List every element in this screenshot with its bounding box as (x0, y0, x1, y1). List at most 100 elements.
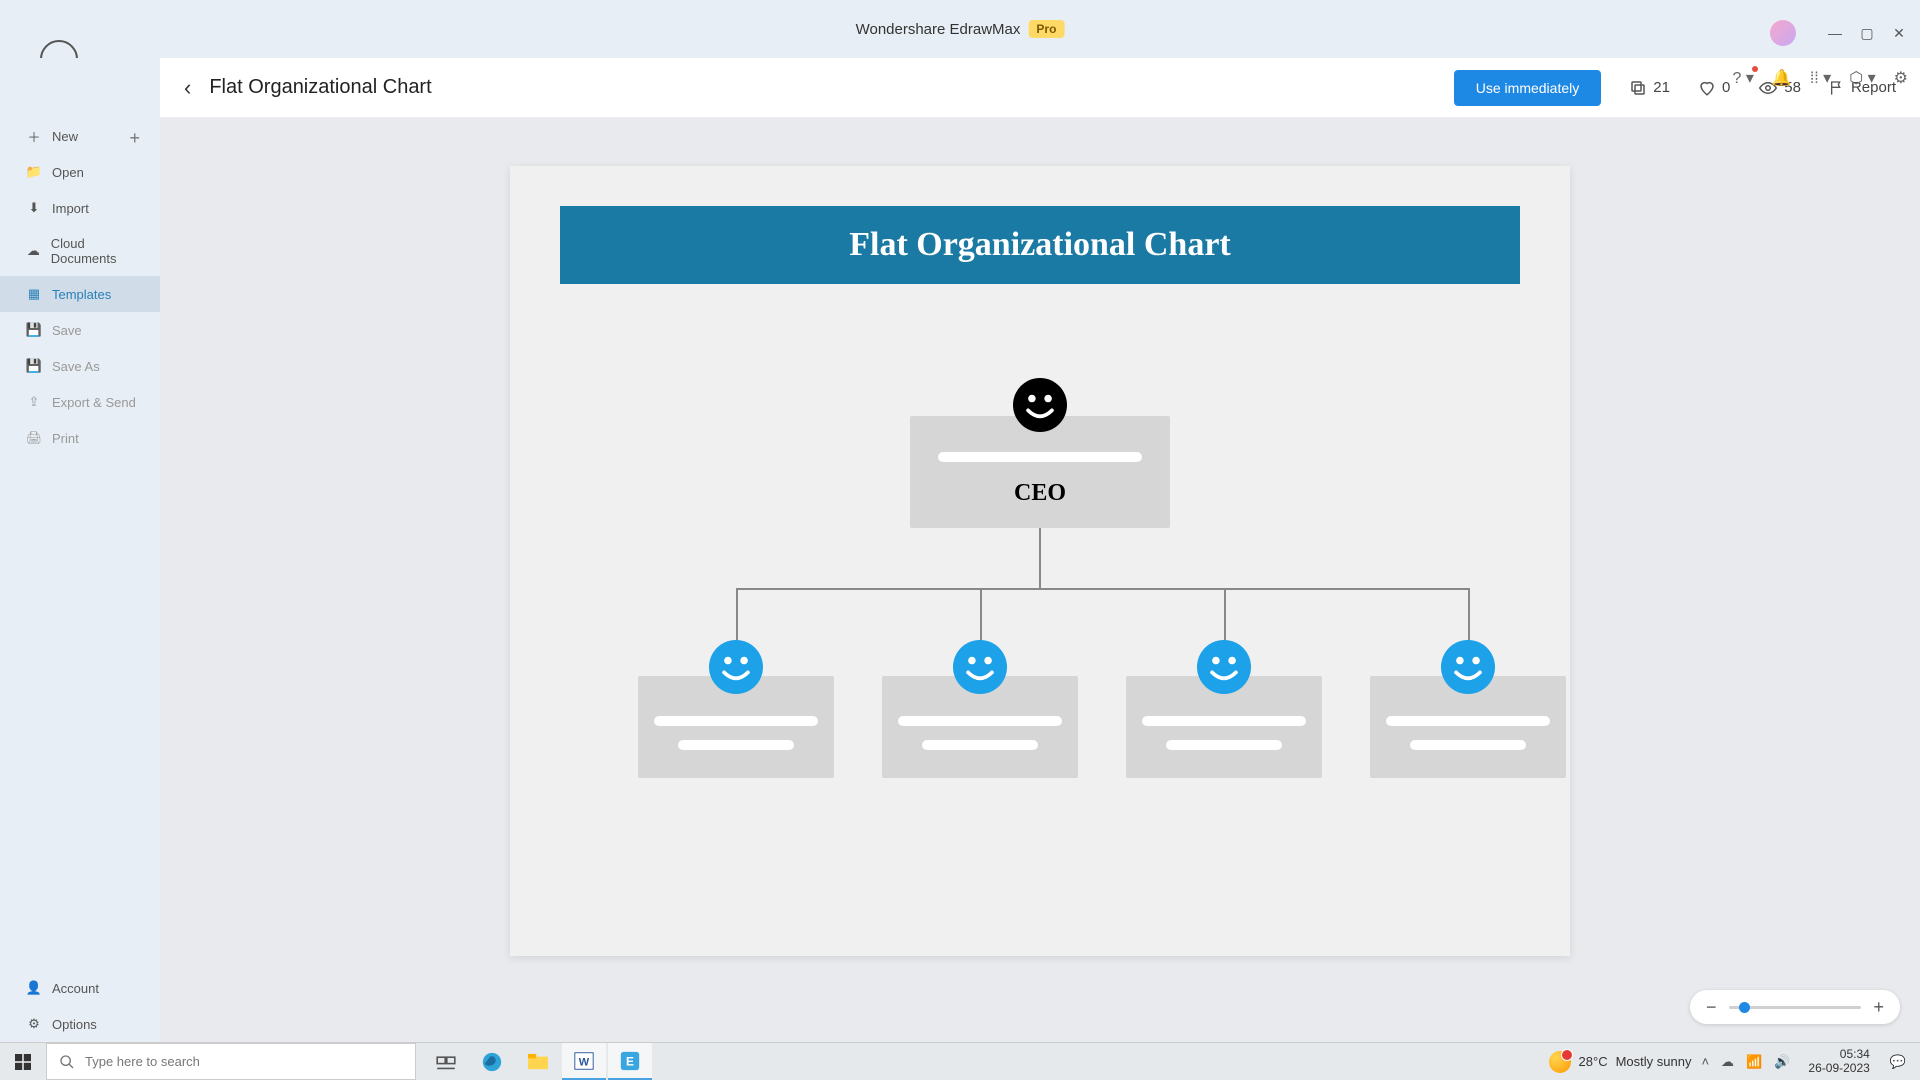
node-placeholder-bar (1142, 716, 1306, 726)
sidebar-label: Cloud Documents (51, 236, 146, 266)
system-tray: ˄ ☁ 📶 🔊 (1701, 1054, 1790, 1070)
node-placeholder-bar (898, 716, 1062, 726)
stat-value: 21 (1653, 79, 1670, 96)
sidebar-label: New (52, 129, 78, 144)
sidebar-item-import[interactable]: ⬇Import (0, 190, 160, 226)
app-title-text: Wondershare EdrawMax (856, 21, 1021, 38)
gear-icon[interactable]: ⚙ (1894, 68, 1908, 88)
svg-text:W: W (579, 1056, 590, 1068)
sidebar-item-open[interactable]: 📁 Open (0, 154, 160, 190)
search-placeholder: Type here to search (85, 1054, 200, 1069)
search-icon (59, 1054, 75, 1070)
pro-badge: Pro (1028, 20, 1064, 38)
window-controls: — ▢ ✕ (1770, 20, 1912, 46)
canvas-wrap: Flat Organizational Chart CEO (160, 118, 1920, 1042)
word-icon[interactable]: W (562, 1043, 606, 1080)
org-node-ceo: CEO (910, 416, 1170, 528)
svg-text:E: E (626, 1054, 634, 1068)
content-header: ‹ Flat Organizational Chart Use immediat… (160, 58, 1920, 118)
wifi-icon[interactable]: 📶 (1746, 1054, 1762, 1070)
sidebar-label: Templates (52, 287, 111, 302)
templates-icon: ▦ (26, 286, 42, 302)
taskbar-app-icons: W E (424, 1043, 652, 1080)
org-node-sub (882, 676, 1078, 778)
sidebar-item-save[interactable]: 💾 Save (0, 312, 160, 348)
sidebar-item-save-as[interactable]: 💾Save As (0, 348, 160, 384)
edrawmax-icon[interactable]: E (608, 1043, 652, 1080)
clock-time: 05:34 (1808, 1048, 1869, 1062)
sidebar-item-export[interactable]: ⇪Export & Send (0, 384, 160, 420)
bell-icon[interactable]: 🔔 (1772, 68, 1792, 88)
start-button[interactable] (0, 1043, 46, 1080)
zoom-out-button[interactable]: − (1706, 997, 1717, 1018)
org-node-sub (638, 676, 834, 778)
ceo-label: CEO (910, 480, 1170, 507)
sidebar-label: Open (52, 165, 84, 180)
use-immediately-button[interactable]: Use immediately (1454, 70, 1601, 106)
minimize-button[interactable]: — (1822, 20, 1848, 46)
close-button[interactable]: ✕ (1886, 20, 1912, 46)
basket-icon[interactable]: ⬡ ▾ (1849, 68, 1875, 88)
edge-icon[interactable] (470, 1043, 514, 1080)
org-node-sub (1126, 676, 1322, 778)
sidebar-item-print[interactable]: 🖨Print (0, 420, 160, 456)
folder-icon: 📁 (26, 164, 42, 180)
avatar[interactable] (1770, 20, 1796, 46)
smiley-icon (1013, 378, 1067, 432)
sidebar-label: Print (52, 431, 79, 446)
volume-icon[interactable]: 🔊 (1774, 1054, 1790, 1070)
sidebar-item-templates[interactable]: ▦ Templates (0, 276, 160, 312)
stat-value: 0 (1722, 79, 1730, 96)
help-icon[interactable]: ? ▾ (1733, 68, 1754, 88)
new-plus-button[interactable]: + (129, 128, 140, 149)
onedrive-icon[interactable]: ☁ (1721, 1054, 1734, 1070)
taskbar-search[interactable]: Type here to search (46, 1043, 416, 1080)
notifications-icon[interactable]: 💬 (1890, 1054, 1906, 1070)
copy-icon (1629, 79, 1647, 97)
connector-line (980, 588, 982, 648)
template-title: Flat Organizational Chart (209, 76, 1453, 99)
top-icon-row: ? ▾ 🔔 ⁞⁞ ▾ ⬡ ▾ ⚙ (1733, 68, 1908, 88)
node-placeholder-bar (922, 740, 1038, 750)
sidebar-label: Account (52, 981, 99, 996)
org-node-sub (1370, 676, 1566, 778)
weather-widget[interactable]: 28°C Mostly sunny (1549, 1051, 1692, 1073)
sidebar-item-cloud[interactable]: ☁Cloud Documents (0, 226, 160, 276)
zoom-in-button[interactable]: + (1873, 997, 1884, 1018)
node-placeholder-bar (1410, 740, 1526, 750)
stat-likes[interactable]: 0 (1698, 79, 1730, 97)
taskbar-left: Type here to search W E (0, 1043, 652, 1080)
sidebar-item-account[interactable]: 👤Account (0, 970, 160, 1006)
content: ‹ Flat Organizational Chart Use immediat… (160, 58, 1920, 1042)
zoom-slider[interactable] (1729, 1006, 1862, 1009)
stat-copies: 21 (1629, 79, 1670, 97)
sidebar-item-options[interactable]: ⚙ Options (0, 1006, 160, 1042)
options-icon: ⚙ (26, 1016, 42, 1032)
template-preview: Flat Organizational Chart CEO (510, 166, 1570, 956)
sidebar: + ＋ New 📁 Open ⬇Import ☁Cloud Documents ▦ T… (0, 58, 160, 1042)
chart-title: Flat Organizational Chart (560, 206, 1520, 284)
maximize-button[interactable]: ▢ (1854, 20, 1880, 46)
weather-text: Mostly sunny (1616, 1054, 1692, 1069)
node-placeholder-bar (1386, 716, 1550, 726)
export-icon: ⇪ (26, 394, 42, 410)
zoom-thumb[interactable] (1739, 1002, 1750, 1013)
node-placeholder-bar (678, 740, 794, 750)
save-icon: 💾 (26, 322, 42, 338)
plus-icon: ＋ (26, 128, 42, 144)
explorer-icon[interactable] (516, 1043, 560, 1080)
sidebar-label: Options (52, 1017, 97, 1032)
save-as-icon: 💾 (26, 358, 42, 374)
connector-line (1224, 588, 1226, 648)
chevron-left-icon[interactable]: ‹ (184, 75, 191, 101)
taskview-icon[interactable] (424, 1043, 468, 1080)
sidebar-label: Save (52, 323, 82, 338)
node-placeholder-bar (1166, 740, 1282, 750)
smiley-icon (709, 640, 763, 694)
main: + ＋ New 📁 Open ⬇Import ☁Cloud Documents ▦ T… (0, 58, 1920, 1042)
sun-icon (1549, 1051, 1571, 1073)
chevron-up-icon[interactable]: ˄ (1701, 1054, 1709, 1069)
connector-line (736, 588, 1468, 590)
apps-icon[interactable]: ⁞⁞ ▾ (1810, 68, 1831, 88)
clock[interactable]: 05:34 26-09-2023 (1808, 1048, 1869, 1076)
